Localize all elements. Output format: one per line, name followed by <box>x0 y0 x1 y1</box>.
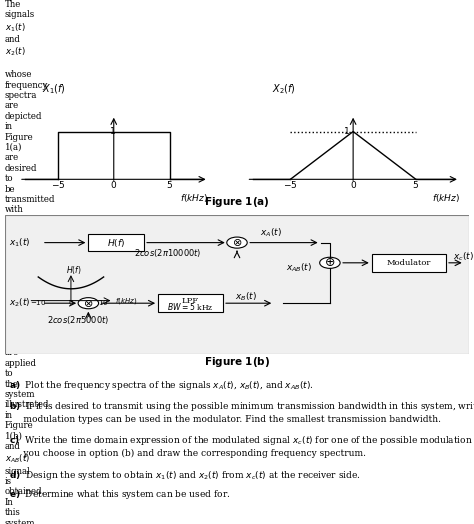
Text: $x_A(t)$: $x_A(t)$ <box>260 226 282 238</box>
Text: $1$: $1$ <box>109 125 116 136</box>
Text: $10$: $10$ <box>99 298 109 307</box>
Circle shape <box>319 257 340 268</box>
Text: $0$: $0$ <box>349 179 357 190</box>
Text: $0$: $0$ <box>68 298 74 307</box>
Text: $H(f)$: $H(f)$ <box>66 265 82 276</box>
Text: $\otimes$: $\otimes$ <box>232 237 242 248</box>
Text: $\oplus$: $\oplus$ <box>324 256 336 269</box>
Text: The signals $x_1(t)$ and $x_2(t)$  whose frequency spectra are depicted in Figur: The signals $x_1(t)$ and $x_2(t)$ whose … <box>5 0 76 524</box>
Text: Modulator: Modulator <box>387 259 431 267</box>
Text: $5$: $5$ <box>166 179 173 190</box>
Text: $f(kHz)$: $f(kHz)$ <box>115 296 137 306</box>
Text: $2cos(2\pi 5000t)$: $2cos(2\pi 5000t)$ <box>46 314 109 326</box>
Text: $H(f)$: $H(f)$ <box>107 237 125 248</box>
Text: $x_{AB}(t)$: $x_{AB}(t)$ <box>286 261 312 274</box>
Circle shape <box>227 237 247 248</box>
Text: $f(kHz)$: $f(kHz)$ <box>181 192 209 204</box>
Text: $\otimes$: $\otimes$ <box>83 298 93 309</box>
Text: $2cos(2\pi 10000t)$: $2cos(2\pi 10000t)$ <box>134 247 201 259</box>
Text: you choose in option (b) and draw the corresponding frequency spectrum.: you choose in option (b) and draw the co… <box>9 450 366 458</box>
Text: $\mathbf{a)}$  Plot the frequency spectra of the signals $x_A(t)$, $x_B(t)$, and: $\mathbf{a)}$ Plot the frequency spectra… <box>9 379 314 392</box>
Text: modulation types can be used in the modulator. Find the smallest transmission ba: modulation types can be used in the modu… <box>9 415 441 424</box>
Text: $X_1(f)$: $X_1(f)$ <box>42 82 65 96</box>
Text: $\mathbf{b)}$  If it is desired to transmit using the possible minimum transmiss: $\mathbf{b)}$ If it is desired to transm… <box>9 400 474 413</box>
Text: $-5$: $-5$ <box>283 179 298 190</box>
Text: $BW = 5$ kHz: $BW = 5$ kHz <box>167 301 214 312</box>
Bar <box>158 294 223 312</box>
Text: $\mathbf{d)}$  Design the system to obtain $x_1(t)$ and $x_2(t)$ from $x_c(t)$ a: $\mathbf{d)}$ Design the system to obtai… <box>9 469 361 482</box>
Text: $-10$: $-10$ <box>30 298 46 307</box>
Text: $x_2(t)$: $x_2(t)$ <box>9 297 31 310</box>
Bar <box>372 254 446 271</box>
Text: $\mathbf{e)}$  Determine what this system can be used for.: $\mathbf{e)}$ Determine what this system… <box>9 488 231 501</box>
Text: $\mathbf{c)}$  Write the time domain expression of the modulated signal $x_c(t)$: $\mathbf{c)}$ Write the time domain expr… <box>9 434 474 447</box>
Bar <box>88 234 144 252</box>
Text: $5$: $5$ <box>412 179 419 190</box>
Text: LPF: LPF <box>182 297 199 304</box>
Text: $0$: $0$ <box>110 179 118 190</box>
Text: $-5$: $-5$ <box>51 179 65 190</box>
Text: $1$: $1$ <box>343 125 350 136</box>
Text: $x_B(t)$: $x_B(t)$ <box>235 290 256 303</box>
Text: $X_2(f)$: $X_2(f)$ <box>272 82 296 96</box>
Text: $x_c(t)$: $x_c(t)$ <box>453 250 474 263</box>
Text: $\mathbf{Figure\ 1(a)}$: $\mathbf{Figure\ 1(a)}$ <box>204 195 270 209</box>
Text: $f(kHz)$: $f(kHz)$ <box>432 192 460 204</box>
Text: $x_1(t)$: $x_1(t)$ <box>9 236 31 249</box>
Text: $\mathbf{Figure\ 1(b)}$: $\mathbf{Figure\ 1(b)}$ <box>204 355 270 368</box>
Circle shape <box>78 298 99 309</box>
